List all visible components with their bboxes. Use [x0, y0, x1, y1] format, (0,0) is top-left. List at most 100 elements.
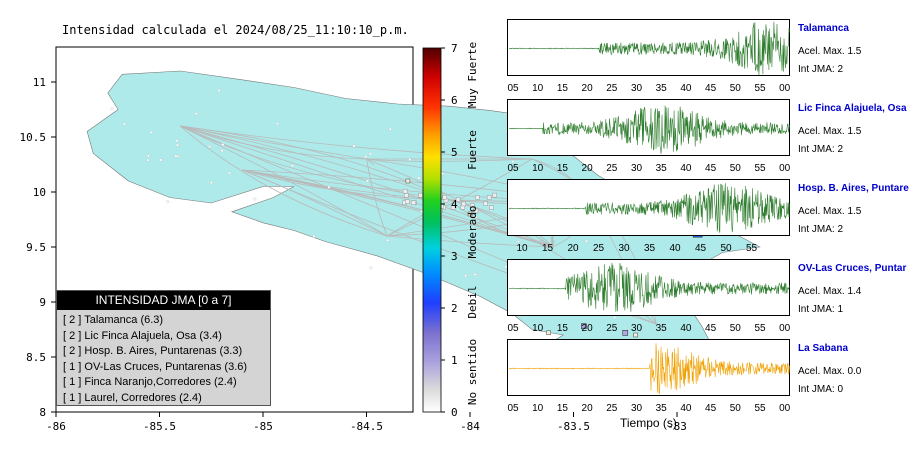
- city-station: [402, 188, 408, 194]
- waveform-tick-label: 15: [541, 243, 554, 254]
- town-point: [369, 266, 373, 270]
- city-station: [483, 201, 488, 206]
- legend-item: [ 2 ] Lic Finca Alajuela, Osa (3.4): [63, 329, 222, 342]
- waveform-tick-label: 45: [705, 323, 717, 334]
- town-point: [194, 112, 198, 116]
- x-tick-label: -83: [667, 420, 687, 433]
- city-station: [461, 201, 466, 207]
- waveform-trace: [508, 262, 790, 312]
- waveform-tick-label: 10: [532, 403, 544, 414]
- town-point: [122, 122, 126, 126]
- town-point: [596, 248, 599, 252]
- waveform-tick-label: 10: [516, 243, 528, 254]
- waveform-time-ticks: 05 10 15 20 25 30 35 40 45 50 55 00: [507, 403, 790, 417]
- town-point: [585, 239, 588, 243]
- town-point: [208, 145, 212, 149]
- town-point: [352, 144, 356, 148]
- waveform-tick-label: 50: [729, 323, 741, 334]
- waveform-station-name: Lic Finca Alajuela, Osa: [798, 103, 907, 114]
- town-point: [175, 143, 179, 147]
- waveform-tick-label: 50: [729, 403, 741, 414]
- time-axis-label: Tiempo (s): [620, 416, 677, 430]
- waveform-trace: [508, 343, 790, 395]
- town-point: [159, 158, 163, 162]
- town-point: [312, 234, 316, 238]
- x-tick-label: -83.5: [557, 420, 590, 433]
- city-station: [411, 200, 416, 206]
- waveform-station-name: Talamanca: [798, 23, 849, 34]
- waveform-tick-label: 00: [779, 323, 791, 334]
- town-point: [464, 274, 468, 278]
- road-segment: [180, 125, 450, 201]
- waveform-max-accel: Acel. Max. 1.5: [798, 206, 862, 217]
- waveform-tick-label: 40: [680, 163, 692, 174]
- city-station: [489, 205, 494, 210]
- waveform-station-name: La Sabana: [798, 343, 849, 354]
- waveform-tick-label: 55: [754, 323, 766, 334]
- waveform-tick-label: 50: [729, 163, 741, 174]
- colorbar-tick-label: 4: [451, 198, 458, 211]
- waveform-tick-label: 25: [606, 403, 618, 414]
- road-segment: [387, 158, 533, 237]
- waveform-time-ticks: 05 10 15 20 25 30 35 40 45 50 55 00: [507, 323, 790, 337]
- city-station: [486, 195, 492, 200]
- town-point: [217, 89, 221, 92]
- road-segment: [449, 199, 553, 248]
- waveform-time-ticks: 05 10 15 20 25 30 35 40 45 50 55 00: [507, 163, 790, 177]
- town-point: [613, 315, 617, 319]
- road-segment: [180, 125, 553, 248]
- waveform-tick-label: 10: [532, 83, 544, 94]
- waveform-tick-label: 40: [669, 243, 681, 254]
- waveform-tick-label: 55: [754, 163, 766, 174]
- waveform-line: [508, 105, 790, 154]
- town-point: [146, 158, 150, 162]
- waveform-tick-label: 20: [581, 323, 593, 334]
- map-x-ticks: -86 -85.5 -85 -84.5 -84 -83.5 -83: [46, 412, 687, 433]
- legend-item: [ 1 ] Laurel, Corredores (2.4): [63, 391, 202, 404]
- colorbar: [422, 47, 442, 413]
- minor-station-marker: [633, 332, 638, 338]
- waveform-tick-label: 00: [779, 403, 791, 414]
- colorbar-tick-label: 0: [451, 406, 458, 419]
- waveform-panel: [507, 179, 790, 236]
- waveform-max-accel: Acel. Max. 1.5: [798, 46, 862, 57]
- y-tick-label: 10.5: [20, 131, 47, 144]
- waveform-trace: [508, 183, 790, 233]
- town-point: [417, 176, 421, 180]
- waveform-jma-intensity: Int JMA: 2: [798, 224, 844, 235]
- city-station: [442, 195, 447, 200]
- waveform-tick-label: 45: [705, 403, 717, 414]
- road-segment: [366, 158, 375, 166]
- minor-station-marker: [405, 178, 411, 184]
- x-tick-label: -85.5: [143, 420, 176, 433]
- colorbar-tick-label: 6: [451, 94, 458, 107]
- town-point: [473, 272, 477, 276]
- waveform-line: [508, 21, 790, 76]
- colorbar-tick-label: 5: [451, 146, 458, 159]
- city-station: [473, 208, 479, 214]
- waveform-tick-label: 10: [532, 163, 544, 174]
- legend-list: [ 2 ] Talamanca (6.3) [ 2 ] Lic Finca Ala…: [57, 310, 270, 407]
- waveform-line: [508, 343, 790, 395]
- colorbar-category-label: Moderado: [466, 206, 479, 259]
- station-marker: [581, 323, 587, 330]
- road-segment: [180, 125, 367, 160]
- road-segment: [180, 125, 388, 237]
- town-point: [365, 179, 369, 183]
- town-point: [146, 154, 150, 158]
- waveform-tick-label: 35: [655, 403, 667, 414]
- waveform-tick-label: 35: [643, 243, 656, 254]
- legend-item: [ 1 ] Finca Naranjo,Corredores (2.4): [63, 376, 237, 389]
- waveform-tick-label: 00: [779, 83, 791, 94]
- y-tick-label: 10: [33, 186, 46, 199]
- waveform-tick-label: 30: [618, 243, 630, 254]
- town-point: [220, 149, 224, 153]
- town-point: [174, 154, 178, 158]
- waveform-tick-label: 25: [606, 163, 618, 174]
- waveform-max-accel: Acel. Max. 0.0: [798, 366, 862, 377]
- town-point: [386, 238, 390, 242]
- colorbar-tick-label: 1: [451, 354, 458, 367]
- waveform-trace: [508, 105, 790, 154]
- waveform-tick-label: 55: [754, 83, 766, 94]
- waveform-tick-label: 20: [567, 243, 579, 254]
